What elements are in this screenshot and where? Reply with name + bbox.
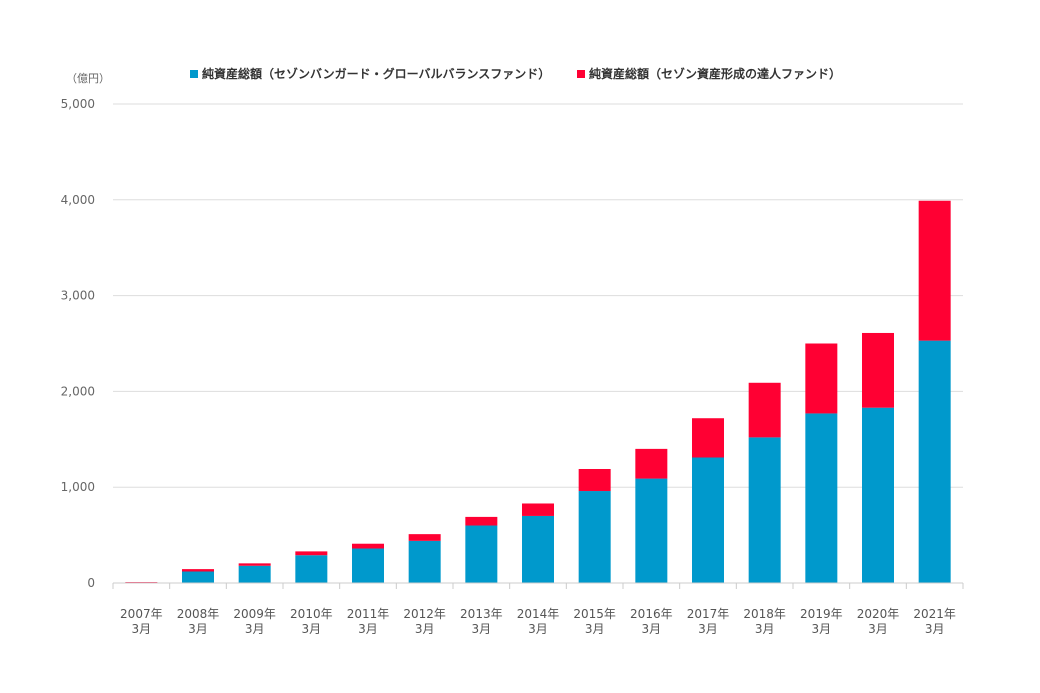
legend-label: 純資産総額（セゾンバンガード・グローバルバランスファンド） [202,66,550,81]
x-tick-label: 2012年 3月 [403,607,446,636]
bar-segment-series-1 [635,478,668,583]
y-tick-label: 4,000 [61,193,95,207]
y-tick-label: 5,000 [61,97,95,111]
y-tick-label: 1,000 [61,480,95,494]
y-axis-unit-label: （億円） [66,72,110,85]
x-tick-label: 2010年 3月 [290,607,333,636]
bar-segment-series-1 [182,571,214,583]
legend-label: 純資産総額（セゾン資産形成の達人ファンド） [589,66,841,81]
y-tick-label: 0 [87,576,95,590]
bar-segment-series-1 [748,437,781,583]
bar-segment-series-1 [692,457,724,583]
bar-segment-series-2 [918,200,951,341]
bar-segment-series-2 [408,534,441,541]
bar-segment-series-1 [295,555,328,583]
bar-segment-series-2 [635,448,668,479]
x-tick-label: 2017年 3月 [687,607,730,636]
bar-segment-series-1 [352,548,384,583]
x-tick-label: 2021年 3月 [913,607,956,636]
x-tick-label: 2007年 3月 [120,607,163,636]
x-tick-label: 2018年 3月 [743,607,786,636]
bar-segment-series-1 [862,407,894,583]
axes: 0 1,000 2,000 3,000 4,000 5,000 2007年 3月 2008年 3月… [61,97,964,636]
bar-segment-series-1 [522,515,554,583]
bar-segment-series-2 [805,343,838,414]
bars [125,200,951,583]
legend-swatch [577,70,585,78]
x-tick-label: 2016年 3月 [630,607,673,636]
x-tick-label: 2008年 3月 [177,607,220,636]
bar-segment-series-2 [748,382,781,438]
x-tick-label: 2009年 3月 [233,607,276,636]
bar-segment-series-1 [578,491,611,583]
bar-segment-series-2 [295,551,328,556]
bar-segment-series-2 [182,569,214,572]
x-tick-label: 2019年 3月 [800,607,843,636]
bar-segment-series-2 [238,563,271,566]
x-tick-label: 2011年 3月 [347,607,390,636]
y-tick-label: 3,000 [61,289,95,303]
x-tick-label: 2013年 3月 [460,607,503,636]
y-tick-label: 2,000 [61,384,95,398]
legend: 純資産総額（セゾンバンガード・グローバルバランスファンド） 純資産総額（セゾン資産… [190,66,841,81]
bar-segment-series-1 [918,340,951,583]
bar-segment-series-1 [465,525,498,583]
bar-segment-series-2 [352,543,384,549]
bar-segment-series-2 [465,516,498,526]
bar-segment-series-2 [578,468,611,492]
bar-segment-series-2 [522,503,554,516]
bar-segment-series-2 [692,418,724,458]
x-tick-label: 2014年 3月 [517,607,560,636]
x-tick-label: 2020年 3月 [857,607,900,636]
x-tick-label: 2015年 3月 [573,607,616,636]
bar-segment-series-2 [862,332,894,408]
bar-segment-series-1 [238,565,271,583]
legend-swatch [190,70,198,78]
bar-segment-series-1 [805,413,838,583]
bar-segment-series-1 [408,540,441,583]
